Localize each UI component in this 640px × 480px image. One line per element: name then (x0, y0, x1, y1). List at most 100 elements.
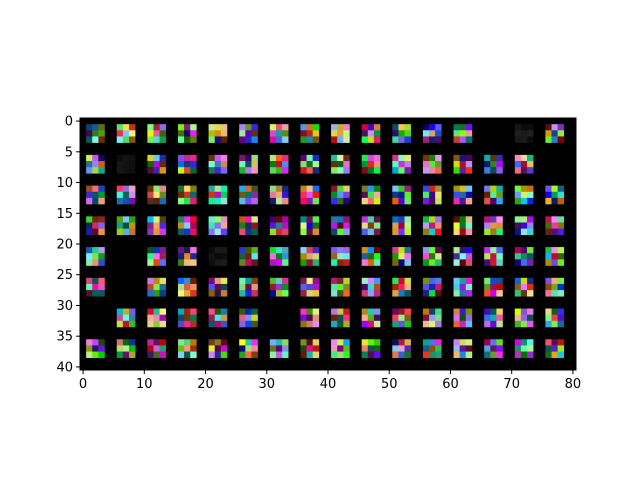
tile-pixel (269, 161, 277, 168)
tile-pixel (86, 197, 93, 205)
tile-pixel (214, 320, 222, 328)
tile-pixel (147, 161, 154, 168)
tile-pixel (520, 253, 528, 260)
tile-pixel (527, 130, 534, 137)
tile-pixel (429, 161, 436, 168)
tile-pixel (177, 161, 185, 168)
tile-pixel (282, 222, 289, 229)
tile-pixel (435, 283, 442, 291)
tile-pixel (404, 253, 411, 260)
tile-pixel (520, 130, 528, 137)
tile-pixel (214, 136, 222, 143)
tile-pixel (147, 308, 154, 315)
tile-pixel (545, 247, 552, 254)
tile-pixel (275, 247, 283, 254)
tile-pixel (459, 277, 467, 285)
tile-pixel (435, 228, 442, 236)
tile-pixel (86, 167, 93, 174)
tile-pixel (147, 247, 154, 254)
tile-pixel (312, 136, 320, 143)
tile-pixel (98, 259, 105, 266)
tile-pixel (190, 253, 197, 260)
tile-pixel (484, 345, 491, 352)
tile-pixel (177, 277, 185, 285)
tile-pixel (251, 345, 258, 352)
tile-pixel (453, 222, 460, 229)
tile-pixel (220, 222, 228, 229)
tile-pixel (496, 351, 503, 359)
tile-pixel (239, 345, 246, 352)
tile-pixel (177, 253, 185, 260)
tile-pixel (159, 167, 167, 174)
filter-tile (300, 247, 320, 266)
tile-pixel (490, 259, 497, 266)
tile-pixel (514, 216, 522, 223)
tile-pixel (159, 130, 167, 137)
filter-tile (484, 154, 503, 174)
tile-pixel (490, 283, 497, 291)
tile-pixel (459, 345, 467, 352)
tile-pixel (251, 290, 258, 297)
tile-pixel (551, 136, 558, 143)
tile-pixel (465, 191, 473, 199)
tile-pixel (239, 320, 246, 328)
tile-pixel (214, 216, 222, 223)
tile-pixel (551, 247, 558, 254)
tile-pixel (453, 290, 460, 297)
tile-pixel (190, 136, 197, 143)
tile-pixel (367, 222, 375, 229)
tile-pixel (306, 167, 313, 174)
tile-pixel (239, 216, 246, 223)
tile-pixel (177, 191, 185, 199)
filter-tile (514, 277, 534, 297)
tile-pixel (116, 320, 124, 328)
tile-pixel (312, 277, 320, 285)
tile-pixel (159, 247, 167, 254)
tile-pixel (269, 351, 277, 359)
tile-pixel (128, 167, 136, 174)
tile-pixel (98, 277, 105, 285)
tile-pixel (269, 154, 277, 162)
tile-pixel (343, 259, 350, 266)
tile-pixel (422, 253, 430, 260)
tile-pixel (312, 320, 320, 328)
tile-pixel (373, 185, 381, 193)
tile-pixel (490, 216, 497, 223)
tile-pixel (398, 222, 405, 229)
tile-pixel (300, 345, 307, 352)
tile-pixel (514, 247, 522, 254)
tile-pixel (190, 247, 197, 254)
tile-pixel (306, 314, 313, 322)
tile-pixel (312, 124, 320, 131)
x-tick-label: 30 (258, 377, 275, 392)
tile-pixel (465, 351, 473, 359)
tile-pixel (484, 185, 491, 193)
filter-tile (300, 216, 320, 236)
tile-pixel (527, 185, 534, 193)
tile-pixel (343, 185, 350, 193)
tile-pixel (465, 283, 473, 291)
tile-pixel (92, 351, 99, 359)
tile-pixel (367, 290, 375, 297)
tile-pixel (557, 320, 565, 328)
tile-pixel (153, 339, 160, 346)
filter-tile (269, 154, 289, 174)
tile-pixel (220, 320, 228, 328)
tile-pixel (92, 283, 99, 291)
tile-pixel (435, 339, 442, 346)
filter-tile (208, 247, 228, 266)
tile-pixel (490, 290, 497, 297)
tile-pixel (337, 228, 344, 236)
tile-pixel (239, 191, 246, 199)
tile-pixel (367, 216, 375, 223)
filter-tile (269, 339, 289, 359)
tile-pixel (361, 216, 369, 223)
tile-pixel (147, 185, 154, 193)
tile-pixel (404, 247, 411, 254)
tile-pixel (337, 191, 344, 199)
tile-pixel (527, 222, 534, 229)
tile-pixel (398, 345, 405, 352)
filter-tile (392, 154, 411, 174)
tile-pixel (527, 161, 534, 168)
tile-pixel (361, 222, 369, 229)
